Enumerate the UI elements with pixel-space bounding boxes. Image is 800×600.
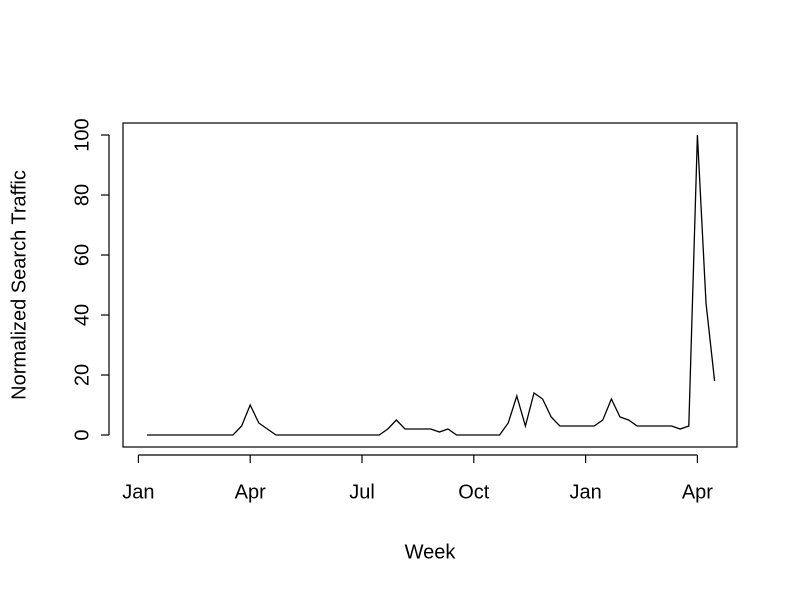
x-tick-label: Apr bbox=[235, 481, 266, 503]
y-tick-label: 80 bbox=[71, 184, 93, 206]
x-tick-label: Jan bbox=[122, 481, 154, 503]
y-axis-label: Normalized Search Traffic bbox=[8, 170, 30, 400]
series-line bbox=[147, 134, 716, 436]
x-tick-label: Jan bbox=[569, 481, 601, 503]
x-tick-label: Jul bbox=[349, 481, 375, 503]
x-tick-label: Apr bbox=[682, 481, 713, 503]
y-tick-label: 100 bbox=[71, 118, 93, 151]
y-tick-label: 20 bbox=[71, 364, 93, 386]
y-tick-label: 60 bbox=[71, 244, 93, 266]
y-tick-label: 40 bbox=[71, 304, 93, 326]
x-axis-label: Week bbox=[405, 541, 457, 563]
plot-frame bbox=[122, 122, 738, 448]
y-tick-label: 0 bbox=[71, 429, 93, 440]
x-tick-label: Oct bbox=[458, 481, 490, 503]
